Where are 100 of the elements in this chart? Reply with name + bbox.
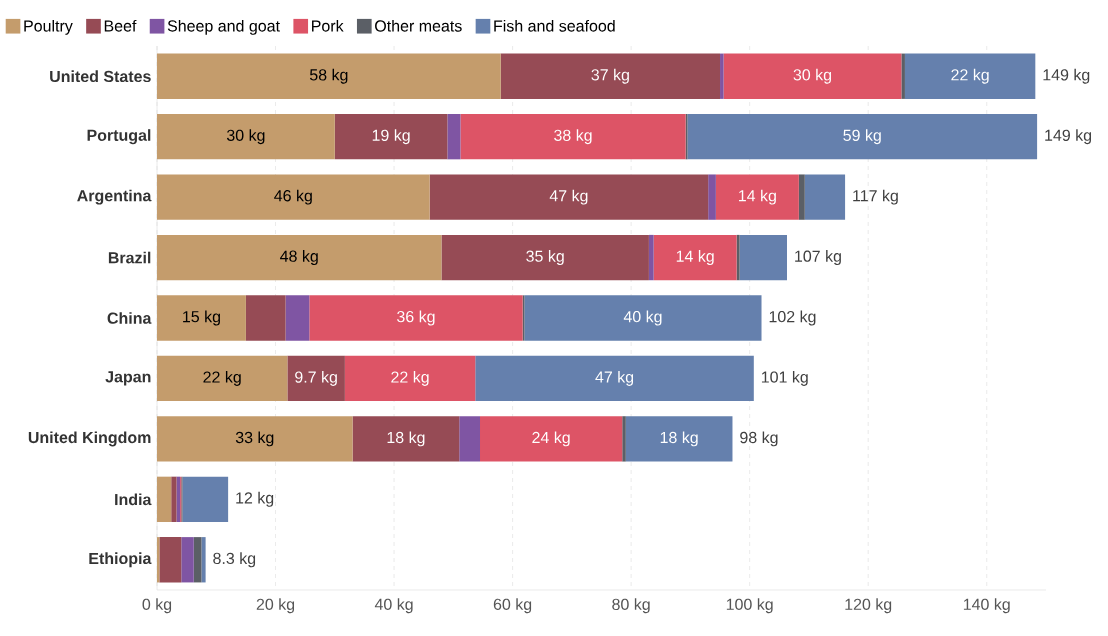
total-label: 101 kg xyxy=(761,370,808,386)
data-label: 18 kg xyxy=(660,431,698,447)
data-label: 30 kg xyxy=(226,129,265,145)
total-label: 149 kg xyxy=(1045,129,1092,145)
bar xyxy=(182,476,229,522)
y-tick-label: Argentina xyxy=(77,189,152,205)
bar xyxy=(904,53,1036,99)
legend-label: Other meats xyxy=(375,19,462,32)
bar xyxy=(157,476,172,522)
x-tick-label: 120 kg xyxy=(845,598,892,614)
data-label: 47 kg xyxy=(595,370,634,386)
bar xyxy=(480,416,623,462)
y-tick-label: United States xyxy=(50,70,151,83)
bar xyxy=(625,416,733,462)
bar xyxy=(157,174,430,220)
data-label: 30 kg xyxy=(793,68,831,84)
bar xyxy=(157,114,335,160)
y-tick-label: Ethiopia xyxy=(89,552,152,568)
total-label: 8.3 kg xyxy=(213,552,256,568)
y-tick-label: United Kingdom xyxy=(28,431,151,447)
y-tick-label: Japan xyxy=(105,371,151,386)
bar xyxy=(201,537,206,583)
data-label: 9.7 kg xyxy=(295,370,337,386)
bar xyxy=(181,537,194,583)
bar xyxy=(648,234,654,281)
legend-label: Beef xyxy=(104,19,137,32)
bar xyxy=(352,416,460,462)
bar xyxy=(475,355,754,402)
total-label: 107 kg xyxy=(795,250,841,266)
data-label: 35 kg xyxy=(526,250,564,266)
data-label: 37 kg xyxy=(591,68,629,84)
bar xyxy=(285,295,310,341)
bar xyxy=(459,416,481,462)
data-label: 18 kg xyxy=(387,431,425,447)
bar xyxy=(157,53,501,99)
data-label: 19 kg xyxy=(372,129,410,145)
bar xyxy=(901,53,905,99)
y-tick-label: India xyxy=(115,493,152,506)
data-label: 48 kg xyxy=(280,250,318,266)
bar xyxy=(193,537,202,583)
bar xyxy=(720,53,724,99)
total-label: 149 kg xyxy=(1043,68,1090,84)
data-label: 22 kg xyxy=(391,370,429,386)
x-tick-label: 0 kg xyxy=(142,598,172,614)
data-label: 15 kg xyxy=(183,310,220,326)
data-label: 24 kg xyxy=(532,431,570,447)
data-label: 40 kg xyxy=(623,310,662,326)
legend-label: Sheep and goat xyxy=(167,19,280,35)
bar xyxy=(687,114,1038,160)
legend-label: Poultry xyxy=(24,19,73,35)
x-tick-label: 60 kg xyxy=(493,598,532,614)
bar xyxy=(723,53,902,99)
bar xyxy=(524,295,762,341)
data-label: 33 kg xyxy=(235,431,274,447)
total-label: 102 kg xyxy=(769,310,816,326)
bar xyxy=(441,234,649,281)
y-tick-label: Brazil xyxy=(108,251,151,264)
total-label: 12 kg xyxy=(236,491,274,507)
bar xyxy=(804,174,846,220)
bar xyxy=(447,114,461,160)
bar xyxy=(309,295,523,341)
data-label: 36 kg xyxy=(397,310,435,326)
x-tick-label: 40 kg xyxy=(374,598,413,614)
bar xyxy=(708,174,716,220)
data-label: 22 kg xyxy=(203,370,241,386)
bar xyxy=(171,476,177,522)
bar xyxy=(157,355,288,402)
y-tick-label: Portugal xyxy=(87,129,151,145)
x-tick-label: 100 kg xyxy=(726,598,773,614)
data-label: 58 kg xyxy=(309,68,348,84)
data-label: 46 kg xyxy=(274,189,312,205)
bar xyxy=(798,174,805,220)
y-tick-label: China xyxy=(107,312,152,324)
legend-label: Fish and seafood xyxy=(494,19,615,32)
bar xyxy=(739,234,787,281)
bar xyxy=(622,416,626,462)
bar xyxy=(157,416,353,462)
data-label: 14 kg xyxy=(676,250,714,266)
bar xyxy=(715,174,799,220)
data-label: 47 kg xyxy=(549,189,588,205)
bar xyxy=(653,234,737,281)
data-label: 14 kg xyxy=(739,189,776,205)
total-label: 98 kg xyxy=(740,431,778,447)
bar xyxy=(157,295,246,341)
x-tick-label: 20 kg xyxy=(256,598,295,614)
bar xyxy=(159,537,182,583)
bar xyxy=(736,234,740,281)
bar xyxy=(344,355,476,402)
bar xyxy=(429,174,709,220)
bar xyxy=(460,114,686,160)
data-label: 38 kg xyxy=(554,129,592,145)
data-label: 22 kg xyxy=(951,68,989,84)
x-tick-label: 140 kg xyxy=(963,598,1010,614)
x-tick-label: 80 kg xyxy=(612,598,650,614)
total-label: 117 kg xyxy=(853,189,898,205)
bar xyxy=(157,234,442,281)
data-label: 59 kg xyxy=(843,129,881,145)
bar xyxy=(245,295,286,341)
bar xyxy=(287,355,345,402)
bar xyxy=(334,114,448,160)
